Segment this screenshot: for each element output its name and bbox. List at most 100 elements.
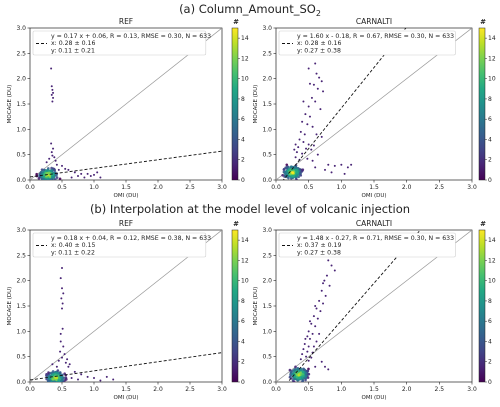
data-point: [297, 146, 300, 149]
colorbar-tick-label: 12: [488, 55, 496, 62]
x-tick-label: 2.0: [402, 184, 412, 191]
data-point: [61, 302, 64, 305]
colorbar-tick-label: 0: [488, 177, 492, 184]
data-point: [70, 376, 73, 379]
data-point: [307, 143, 310, 146]
data-point: [320, 80, 323, 83]
y-tick-label: 2.0: [262, 278, 272, 285]
y-tick-label: 1.5: [262, 101, 272, 108]
density-point: [55, 176, 59, 179]
data-point: [327, 259, 330, 262]
density-point: [301, 379, 305, 382]
data-point: [302, 348, 305, 351]
data-point: [93, 376, 95, 379]
data-point: [112, 378, 115, 381]
density-point: [285, 167, 288, 170]
data-point: [314, 305, 317, 307]
density-point: [289, 374, 292, 378]
x-axis-label: OMI (DU): [362, 395, 387, 401]
colorbar-tick-label: 12: [241, 257, 249, 264]
data-point: [327, 368, 330, 371]
colorbar-tick-label: 6: [488, 318, 492, 325]
density-point: [46, 373, 50, 376]
data-point: [311, 125, 314, 128]
data-point: [306, 123, 309, 126]
panel-title: REF: [119, 219, 133, 228]
data-point: [48, 157, 51, 160]
density-point: [292, 380, 296, 382]
density-point: [296, 367, 300, 371]
data-point: [61, 164, 63, 167]
data-point: [67, 168, 70, 171]
section-a-title: (a) Column_Amount_SO2: [179, 2, 321, 18]
data-point: [311, 159, 314, 162]
data-point: [99, 176, 102, 179]
y-tick-label: 1.0: [262, 328, 272, 335]
colorbar-tick-label: 4: [241, 338, 245, 345]
density-point: [282, 168, 286, 171]
stats-line: y: 0.11 ± 0.21: [51, 47, 95, 54]
data-point: [67, 365, 70, 368]
data-point: [318, 332, 321, 335]
data-point: [61, 287, 63, 290]
data-point: [73, 171, 76, 174]
y-tick-label: 1.0: [16, 328, 26, 335]
density-point: [49, 178, 53, 180]
data-point: [316, 87, 319, 90]
data-point: [330, 171, 333, 174]
data-point: [310, 96, 313, 99]
colorbar-tick-label: 12: [241, 55, 249, 62]
data-point: [301, 152, 304, 155]
data-point: [318, 299, 321, 302]
data-point: [64, 167, 67, 170]
y-axis-label: MOCAGE (DU): [253, 287, 259, 326]
y-tick-label: 2.0: [16, 278, 26, 285]
data-point: [319, 310, 322, 313]
density-point: [62, 376, 66, 380]
density-point: [52, 175, 55, 179]
data-point: [318, 76, 321, 79]
density-point: [289, 165, 293, 169]
data-point: [314, 325, 317, 328]
y-tick-label: 0.5: [262, 152, 272, 159]
data-point: [308, 337, 311, 340]
colorbar-tick-label: 8: [241, 96, 245, 103]
regression-line: [30, 150, 222, 178]
data-point: [52, 91, 55, 94]
data-point: [303, 343, 306, 345]
data-point: [314, 62, 317, 65]
data-point: [80, 373, 83, 376]
data-point: [315, 340, 318, 343]
density-point: [51, 380, 55, 382]
data-point: [302, 100, 305, 103]
density-point: [307, 367, 310, 371]
data-point: [322, 282, 325, 285]
y-tick-label: 1.5: [262, 303, 272, 310]
data-point: [62, 292, 65, 295]
y-tick-label: 3.0: [262, 227, 272, 234]
density-point: [287, 176, 290, 180]
data-point: [315, 307, 318, 310]
density-point: [50, 166, 53, 170]
x-tick-label: 0.5: [57, 184, 67, 191]
density-point: [35, 172, 38, 176]
panel-title: CARNALTI: [356, 17, 392, 26]
density-point: [292, 368, 296, 372]
x-tick-label: 3.0: [217, 184, 227, 191]
density-point: [297, 373, 301, 377]
data-point: [59, 350, 62, 353]
stats-legend: [278, 232, 456, 258]
data-point: [61, 327, 64, 330]
colorbar-label: #: [233, 18, 239, 26]
data-point: [61, 356, 63, 359]
x-tick-label: 0.0: [271, 386, 281, 393]
data-point: [306, 350, 309, 353]
density-point: [48, 171, 51, 175]
data-point: [314, 100, 317, 103]
colorbar-tick-label: 4: [241, 136, 245, 143]
colorbar-tick-label: 0: [241, 379, 245, 386]
data-point: [312, 315, 315, 318]
density-point: [301, 370, 305, 374]
data-point: [303, 133, 306, 136]
data-point: [343, 172, 346, 175]
